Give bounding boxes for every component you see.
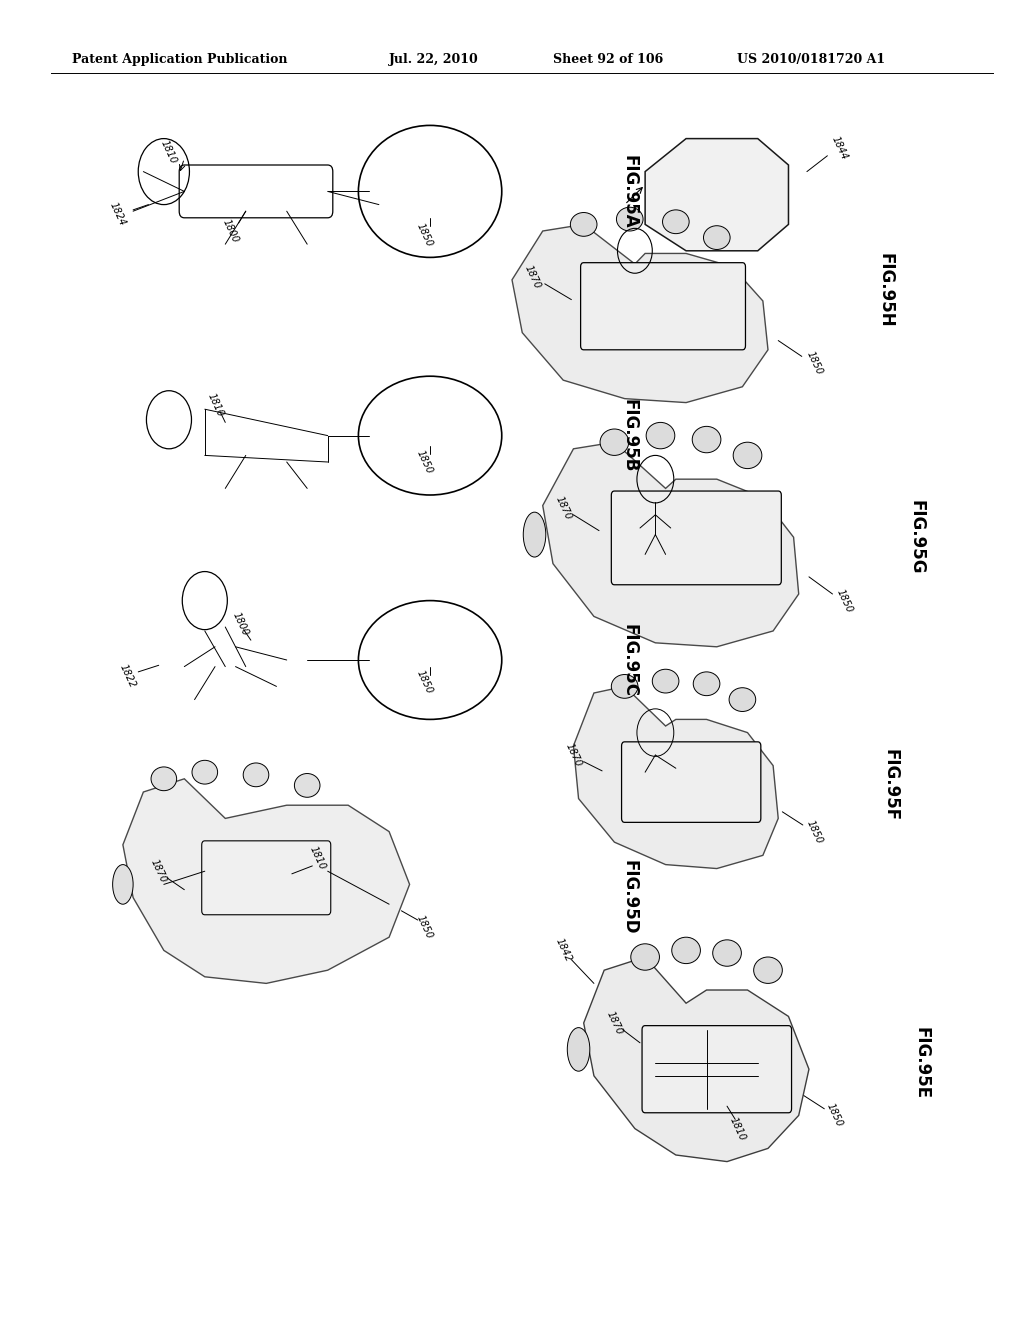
Text: 1850: 1850 bbox=[415, 669, 435, 696]
Ellipse shape bbox=[646, 422, 675, 449]
FancyBboxPatch shape bbox=[202, 841, 331, 915]
FancyBboxPatch shape bbox=[581, 263, 745, 350]
Polygon shape bbox=[645, 139, 788, 251]
FancyBboxPatch shape bbox=[642, 1026, 792, 1113]
Ellipse shape bbox=[693, 672, 720, 696]
Ellipse shape bbox=[663, 210, 689, 234]
Text: 1824: 1824 bbox=[108, 201, 128, 227]
Ellipse shape bbox=[244, 763, 268, 787]
Text: Patent Application Publication: Patent Application Publication bbox=[72, 53, 287, 66]
Text: 1870: 1870 bbox=[563, 742, 584, 768]
Text: FIG.95F: FIG.95F bbox=[882, 750, 900, 821]
Text: 1810: 1810 bbox=[727, 1115, 748, 1142]
Text: FIG.95A: FIG.95A bbox=[621, 154, 639, 228]
Ellipse shape bbox=[611, 675, 638, 698]
Polygon shape bbox=[123, 779, 410, 983]
Ellipse shape bbox=[754, 957, 782, 983]
Text: 1800: 1800 bbox=[230, 611, 251, 638]
Text: 1870: 1870 bbox=[522, 264, 543, 290]
Ellipse shape bbox=[193, 760, 218, 784]
Ellipse shape bbox=[600, 429, 629, 455]
Ellipse shape bbox=[631, 944, 659, 970]
Ellipse shape bbox=[733, 442, 762, 469]
Text: FIG.95C: FIG.95C bbox=[621, 623, 639, 697]
Text: FIG.95D: FIG.95D bbox=[621, 861, 639, 935]
Ellipse shape bbox=[295, 774, 319, 797]
FancyBboxPatch shape bbox=[611, 491, 781, 585]
Ellipse shape bbox=[703, 226, 730, 249]
Text: 1850: 1850 bbox=[804, 818, 824, 845]
Ellipse shape bbox=[113, 865, 133, 904]
Polygon shape bbox=[512, 224, 768, 403]
Text: FIG.95G: FIG.95G bbox=[907, 500, 926, 574]
Polygon shape bbox=[573, 686, 778, 869]
Text: 1842: 1842 bbox=[553, 937, 573, 964]
Ellipse shape bbox=[729, 688, 756, 711]
Text: 1850: 1850 bbox=[415, 913, 435, 940]
Text: 1870: 1870 bbox=[604, 1010, 625, 1036]
Text: Jul. 22, 2010: Jul. 22, 2010 bbox=[389, 53, 479, 66]
Text: 1850: 1850 bbox=[804, 350, 824, 376]
Text: 1810: 1810 bbox=[307, 845, 328, 871]
Text: 1850: 1850 bbox=[415, 222, 435, 248]
Text: 1850: 1850 bbox=[824, 1102, 845, 1129]
Text: 1850: 1850 bbox=[415, 449, 435, 475]
Ellipse shape bbox=[570, 213, 597, 236]
Ellipse shape bbox=[672, 937, 700, 964]
Text: Sheet 92 of 106: Sheet 92 of 106 bbox=[553, 53, 664, 66]
Ellipse shape bbox=[567, 1027, 590, 1072]
Text: 1850: 1850 bbox=[835, 587, 855, 614]
Polygon shape bbox=[543, 442, 799, 647]
Ellipse shape bbox=[523, 512, 546, 557]
Ellipse shape bbox=[692, 426, 721, 453]
Ellipse shape bbox=[151, 767, 177, 791]
Text: FIG.95H: FIG.95H bbox=[877, 253, 895, 327]
Text: 1800: 1800 bbox=[220, 218, 241, 244]
Text: FIG.95B: FIG.95B bbox=[621, 399, 639, 473]
Text: 1810: 1810 bbox=[205, 392, 225, 418]
Polygon shape bbox=[584, 957, 809, 1162]
Text: 1870: 1870 bbox=[148, 858, 169, 884]
Text: US 2010/0181720 A1: US 2010/0181720 A1 bbox=[737, 53, 886, 66]
Ellipse shape bbox=[652, 669, 679, 693]
Text: FIG.95E: FIG.95E bbox=[912, 1027, 931, 1098]
Ellipse shape bbox=[713, 940, 741, 966]
Text: 1844: 1844 bbox=[829, 135, 850, 161]
Text: 1870: 1870 bbox=[553, 495, 573, 521]
FancyBboxPatch shape bbox=[622, 742, 761, 822]
Text: 1810: 1810 bbox=[159, 139, 179, 165]
Ellipse shape bbox=[616, 207, 643, 231]
Text: 1822: 1822 bbox=[118, 663, 138, 689]
